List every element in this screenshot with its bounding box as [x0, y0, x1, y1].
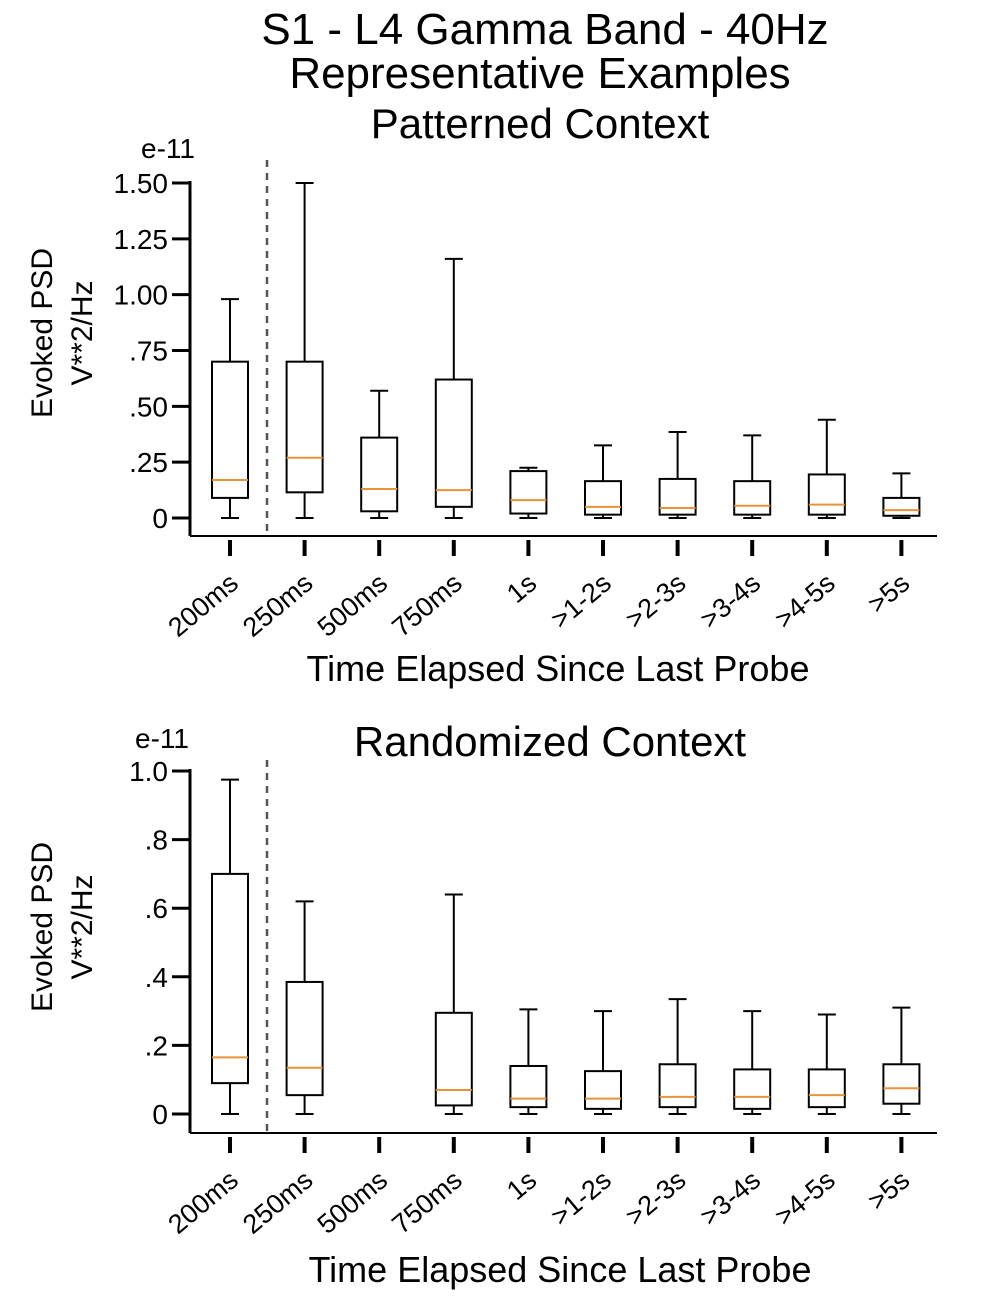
y-tick-label: .2 [145, 1030, 168, 1061]
x-tick-label: 250ms [237, 1165, 318, 1240]
figure-title-line-2: Representative Examples [289, 49, 790, 98]
patterned-context-chart: Patterned Context e-11 Evoked PSD V**2/H… [26, 100, 937, 689]
randomized-context-chart: Randomized Context e-11 Evoked PSD V**2/… [26, 718, 937, 1290]
iqr-box [211, 872, 249, 1085]
box->1-2s [584, 444, 622, 519]
box->1-2s [584, 1010, 622, 1115]
box->3-4s [733, 1010, 772, 1115]
y-exponent-label: e-11 [141, 133, 195, 164]
box-200ms [211, 298, 249, 519]
x-tick-label: >1-2s [545, 1165, 617, 1232]
box->5s [882, 1006, 921, 1115]
x-tick-label: 1s [501, 1165, 542, 1206]
iqr-box [584, 1070, 622, 1110]
x-tick-label: 200ms [162, 1165, 243, 1240]
box-250ms [285, 182, 324, 519]
iqr-box [285, 980, 324, 1097]
box->4-5s [807, 1013, 846, 1115]
y-tick-label: .4 [145, 962, 168, 993]
y-exponent-label: e-11 [135, 723, 189, 754]
y-axis-label-line-1: Evoked PSD [26, 842, 59, 1012]
box-1s [509, 1008, 548, 1115]
iqr-box [807, 1068, 846, 1109]
y-axis-label-line-2: V**2/Hz [66, 874, 99, 979]
box->3-4s [733, 434, 772, 519]
iqr-box [733, 480, 772, 516]
y-tick-label: .50 [129, 391, 168, 422]
y-tick-label: 1.00 [114, 280, 169, 311]
figure-title-line-1: S1 - L4 Gamma Band - 40Hz [261, 5, 828, 54]
box->5s [882, 472, 921, 519]
y-tick-label: .75 [129, 336, 168, 367]
iqr-box [434, 1011, 473, 1107]
box-500ms [360, 389, 399, 519]
box->4-5s [807, 418, 846, 519]
y-tick-label: 1.50 [114, 168, 169, 199]
y-axis-label-line-1: Evoked PSD [26, 248, 59, 418]
iqr-box [434, 378, 473, 508]
x-tick-label: >5s [862, 568, 915, 619]
y-tick-label: 1.25 [114, 224, 169, 255]
x-tick-label: 750ms [386, 568, 467, 643]
plot-area: 0 .25 .50 .75 1.00 1.25 1.50 200ms250ms500ms750… [114, 160, 937, 643]
box-200ms [211, 778, 249, 1115]
iqr-box [584, 480, 622, 516]
box-750ms [434, 257, 473, 519]
y-tick-label: .8 [145, 825, 168, 856]
x-tick-label: >3-4s [694, 568, 766, 635]
x-tick-label: >4-5s [769, 568, 841, 635]
iqr-box [882, 1063, 921, 1105]
x-tick-label: 750ms [386, 1165, 467, 1240]
x-tick-label: 200ms [162, 568, 243, 643]
y-axis-label-line-2: V**2/Hz [66, 280, 99, 385]
x-tick-label: >2-3s [620, 568, 692, 635]
iqr-box [658, 1063, 697, 1109]
x-tick-label: 1s [501, 568, 542, 609]
x-axis-label: Time Elapsed Since Last Probe [309, 1249, 812, 1290]
y-tick-label: .25 [129, 447, 168, 478]
x-tick-label: >1-2s [545, 568, 617, 635]
iqr-box [509, 470, 548, 515]
x-tick-label: 250ms [237, 568, 318, 643]
box-750ms [434, 893, 473, 1115]
x-tick-label: 500ms [312, 568, 393, 643]
y-tick-label: 1.0 [129, 756, 168, 787]
iqr-box [360, 436, 399, 513]
x-tick-label: 500ms [312, 1165, 393, 1240]
iqr-box [509, 1064, 548, 1109]
x-tick-label: >2-3s [620, 1165, 692, 1232]
y-tick-label: .6 [145, 893, 168, 924]
y-tick-label: 0 [152, 1099, 168, 1130]
chart-title: Patterned Context [371, 100, 710, 147]
iqr-box [285, 360, 324, 494]
iqr-box [807, 473, 846, 516]
box-1s [509, 466, 548, 519]
iqr-box [733, 1068, 772, 1110]
iqr-box [658, 477, 697, 516]
x-tick-label: >4-5s [769, 1165, 841, 1232]
y-tick-label: 0 [152, 503, 168, 534]
box-250ms [285, 900, 324, 1115]
box->2-3s [658, 431, 697, 519]
chart-title: Randomized Context [354, 718, 747, 765]
x-tick-label: >3-4s [694, 1165, 766, 1232]
iqr-box [882, 496, 921, 517]
x-tick-label: >5s [862, 1165, 915, 1216]
box->2-3s [658, 998, 697, 1115]
x-axis-label: Time Elapsed Since Last Probe [307, 648, 810, 689]
iqr-box [211, 360, 249, 499]
